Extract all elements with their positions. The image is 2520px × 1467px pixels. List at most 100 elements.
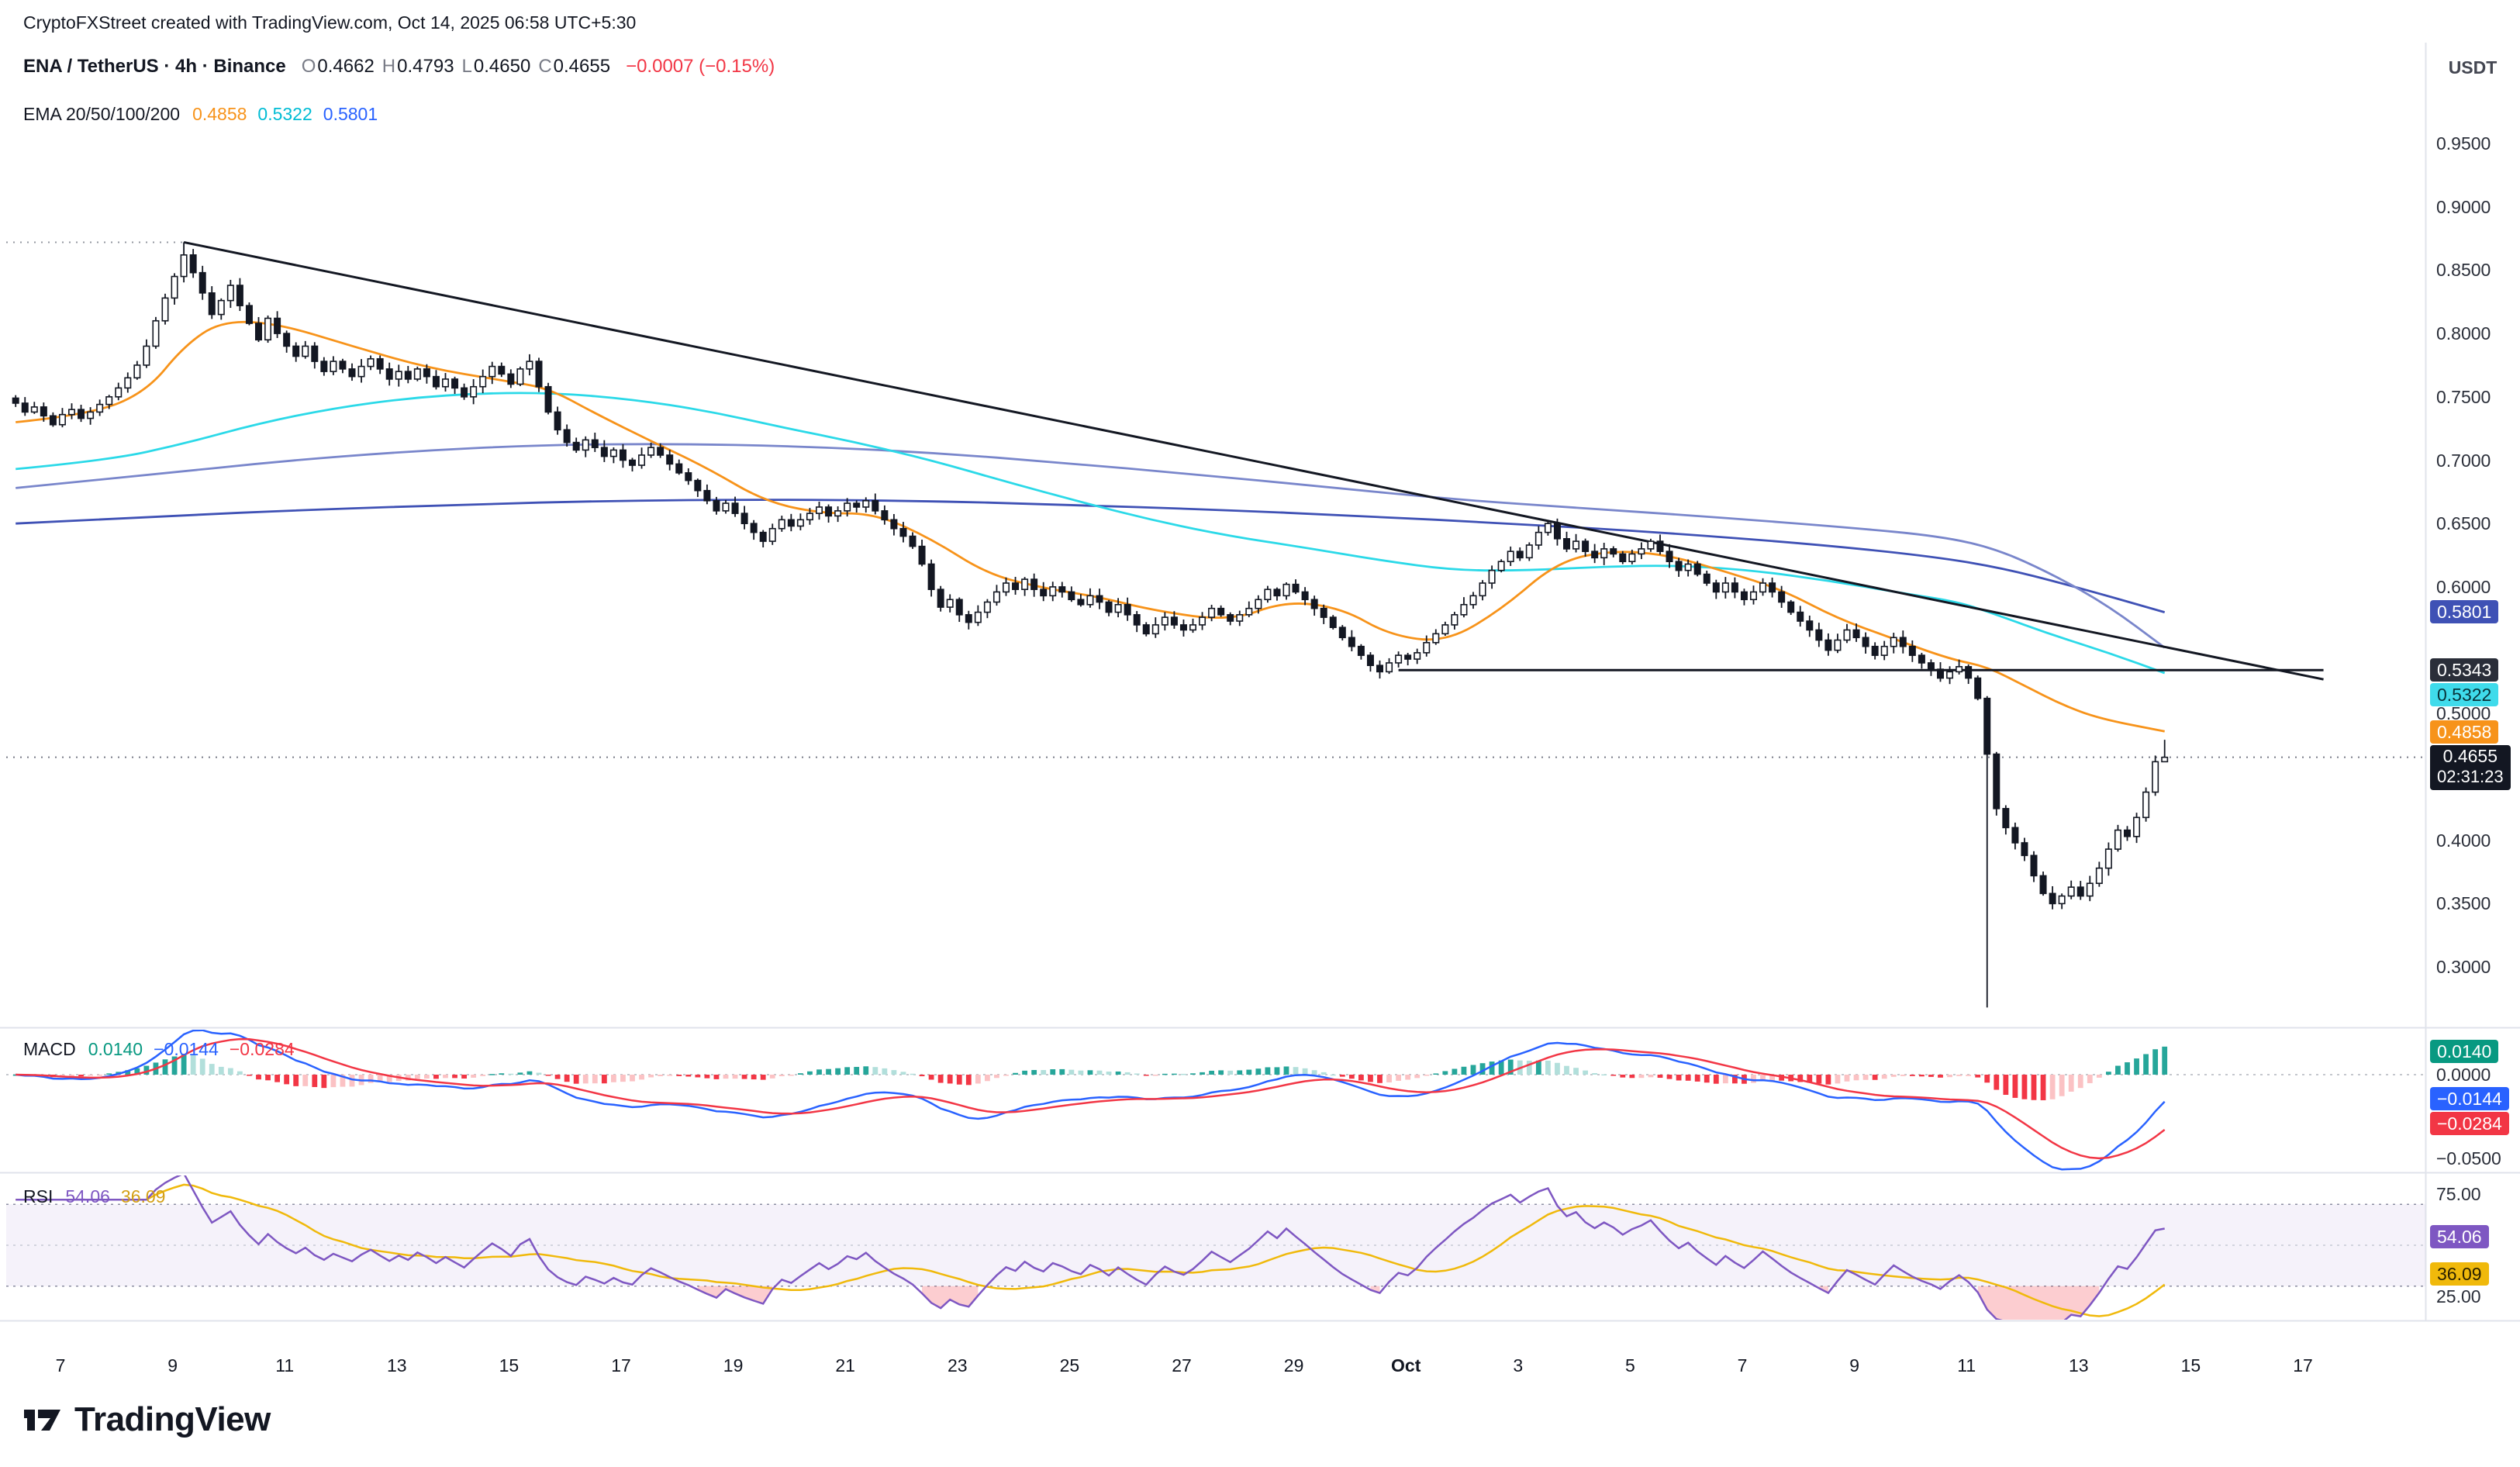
currency-label[interactable]: USDT [2448, 57, 2498, 78]
candle [628, 459, 636, 466]
candle [2142, 791, 2150, 819]
candle [208, 292, 216, 316]
candle [330, 361, 337, 372]
price-axis[interactable]: 0.9500 0.9000 0.8500 0.8000 0.7500 0.7000 0.65… [2425, 0, 2520, 1467]
macd-bar [2012, 1075, 2018, 1098]
candle [274, 317, 281, 334]
candle [816, 506, 823, 514]
candle [535, 361, 543, 388]
macd-bar [424, 1075, 430, 1079]
candle [722, 502, 730, 512]
candle [955, 599, 963, 616]
candle [1721, 582, 1729, 593]
candle [1759, 582, 1767, 593]
candle [1310, 599, 1318, 609]
macd-bar [1498, 1060, 1504, 1075]
candle [2133, 816, 2141, 837]
macd-bar [405, 1075, 411, 1081]
time-label: 17 [611, 1355, 631, 1376]
candle [2114, 829, 2121, 850]
candle [2124, 829, 2132, 837]
macd-bar [1386, 1075, 1392, 1082]
macd-bar [788, 1075, 794, 1076]
macd-legend[interactable]: MACD 0.0140 −0.0144 −0.0284 [23, 1039, 295, 1060]
tradingview-logo-icon [24, 1410, 60, 1431]
candle [862, 499, 870, 508]
time-label: 9 [167, 1355, 178, 1376]
candle [918, 545, 926, 565]
macd-bar [2059, 1075, 2065, 1096]
candle [441, 378, 449, 388]
macd-bar [919, 1075, 925, 1077]
symbol-title[interactable]: ENA / TetherUS · 4h · Binance [23, 56, 286, 77]
macd-bar [863, 1066, 869, 1075]
candle [1563, 538, 1571, 550]
candle [385, 368, 393, 380]
tradingview-logo[interactable]: TradingView [22, 1399, 271, 1441]
macd-bar [1535, 1060, 1541, 1075]
candle [1189, 624, 1197, 631]
macd-bar [368, 1075, 374, 1083]
candle [1731, 582, 1738, 593]
rsi-value-1: 36.09 [120, 1186, 166, 1206]
candle [872, 499, 879, 512]
macd-bar [928, 1075, 934, 1080]
price-tick: 0.7500 [2436, 386, 2491, 407]
candle [1441, 624, 1449, 635]
macd-bar [1339, 1075, 1345, 1077]
macd-bar [414, 1075, 420, 1079]
macd-bar [78, 1075, 84, 1077]
ema-legend[interactable]: EMA 20/50/100/200 0.4858 0.5322 0.5801 [23, 104, 378, 125]
macd-bar [1311, 1070, 1317, 1075]
macd-bar [1320, 1072, 1327, 1075]
macd-bar [209, 1064, 215, 1075]
macd-bar [452, 1075, 457, 1079]
candle [1647, 540, 1655, 550]
candle [423, 368, 430, 378]
macd-signal-line [16, 1037, 2166, 1160]
symbol-legend[interactable]: ENA / TetherUS · 4h · Binance O0.4662 H0.… [23, 56, 775, 78]
candle [1255, 599, 1262, 609]
macd-bar [1676, 1075, 1682, 1081]
ema-values: 0.4858 0.5322 0.5801 [192, 104, 378, 125]
candle [1208, 607, 1216, 618]
candle [1600, 548, 1608, 559]
candle [1021, 578, 1029, 590]
rsi-legend[interactable]: RSI 54.06 36.09 [23, 1186, 165, 1207]
candle [2058, 895, 2066, 905]
macd-bar [1143, 1075, 1149, 1076]
candle [1787, 601, 1795, 613]
candle [21, 402, 29, 413]
macd-bar [2152, 1049, 2159, 1075]
macd-bar [1059, 1068, 1065, 1075]
macd-bar [471, 1075, 477, 1078]
candle [105, 395, 113, 406]
candle [1301, 591, 1309, 601]
candle [1049, 586, 1057, 597]
macd-bar [247, 1075, 252, 1076]
candle [1778, 591, 1786, 603]
macd-bar [2003, 1075, 2009, 1096]
candle [1993, 753, 2000, 809]
macd-bar [1872, 1075, 1878, 1080]
price-tick: 0.6500 [2436, 513, 2491, 534]
candle [217, 299, 225, 316]
macd-bar [1003, 1075, 1009, 1076]
macd-bar [1377, 1075, 1383, 1083]
time-axis[interactable]: 7 9 11 13 15 17 19 21 23 25 27 29 Oct 3 5 7 9 11 13 15 17 [0, 1327, 2520, 1382]
ohlc-value: 0.4662 [317, 56, 375, 77]
macd-bar [1124, 1072, 1131, 1075]
candle [1366, 654, 1374, 667]
candle [1666, 551, 1673, 563]
macd-bar [1209, 1070, 1214, 1075]
candle [2049, 892, 2056, 905]
macd-bar [1797, 1075, 1804, 1082]
time-label: 5 [1624, 1355, 1635, 1376]
macd-bar [1293, 1067, 1299, 1075]
time-label: 21 [835, 1355, 855, 1376]
macd-bar [937, 1075, 944, 1083]
candle [1946, 671, 1954, 679]
macd-bar [97, 1075, 103, 1076]
candle [479, 375, 487, 388]
